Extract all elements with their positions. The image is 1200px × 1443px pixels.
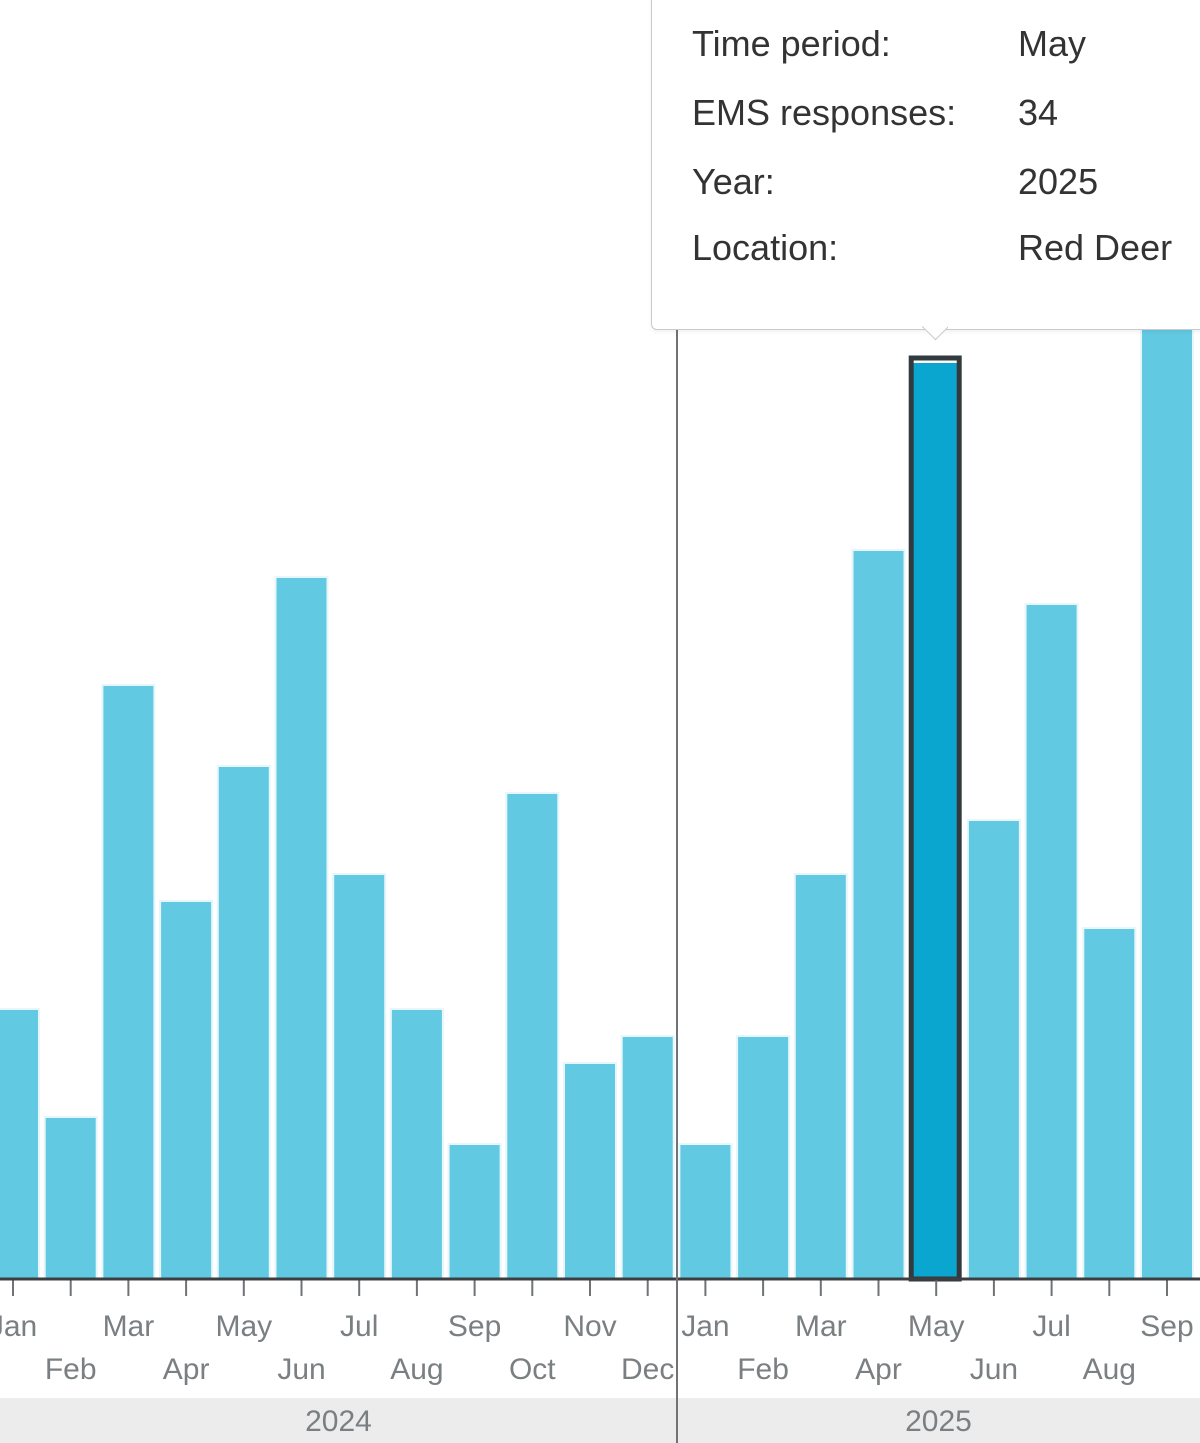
bar-2024-oct	[505, 792, 560, 1280]
bar-2025-jun	[966, 819, 1021, 1280]
x-tick-label: Jun	[277, 1353, 325, 1386]
tooltip-row-ems-responses: EMS responses: 34	[692, 92, 1058, 134]
tooltip-value: Red Deer	[1018, 227, 1173, 268]
x-tick-label: Jul	[340, 1310, 378, 1343]
x-tick-label: Apr	[855, 1353, 902, 1386]
bar-2025-mar	[793, 873, 848, 1280]
bar-2024-feb	[43, 1116, 98, 1280]
bar-2025-jan	[678, 1143, 733, 1280]
x-tick-label: May	[908, 1310, 965, 1343]
bar-2024-may	[216, 765, 271, 1280]
tooltip-label: Location:	[692, 227, 839, 268]
x-tick-label: Mar	[103, 1310, 155, 1343]
x-tick-label: Sep	[448, 1310, 501, 1343]
x-tick-label: Apr	[163, 1353, 210, 1386]
data-tooltip: Time period: May EMS responses: 34 Year: 20…	[651, 0, 1200, 330]
x-tick-label: Oct	[509, 1353, 556, 1386]
x-tick-label: Dec	[621, 1353, 674, 1386]
tooltip-label: Year:	[692, 161, 775, 202]
x-tick-label: Jun	[970, 1353, 1018, 1386]
bar-2024-nov	[563, 1062, 617, 1280]
tooltip-value: 2025	[1018, 161, 1099, 202]
x-tick-label: Nov	[563, 1310, 616, 1343]
year-label-2025: 2025	[905, 1405, 972, 1438]
bar-2025-may	[908, 359, 965, 1281]
tooltip-row-time-period: Time period: May	[692, 23, 1086, 65]
tooltip-row-year: Year: 2025	[692, 161, 1098, 203]
x-tick-label: Sep	[1140, 1310, 1193, 1343]
x-tick-label: Aug	[390, 1353, 443, 1386]
x-tick-label: Jan	[0, 1310, 37, 1343]
bar-2025-sep	[1140, 306, 1194, 1280]
tooltip-value: 34	[1018, 92, 1059, 133]
bar-2025-feb	[736, 1035, 791, 1280]
bar-2024-aug	[389, 1008, 444, 1280]
bar-2025-jul	[1024, 603, 1079, 1280]
tooltip-pointer	[922, 326, 948, 352]
tooltip-value: May	[1018, 23, 1087, 64]
bar-2024-jan	[0, 1008, 40, 1280]
bar-2024-dec	[620, 1035, 675, 1280]
bar-2025-apr	[851, 549, 906, 1280]
year-label-2024: 2024	[305, 1405, 372, 1438]
x-tick-label: Jul	[1032, 1310, 1070, 1343]
bar-2024-sep	[447, 1143, 502, 1280]
x-tick-label: Feb	[45, 1353, 97, 1386]
x-tick-label: Feb	[737, 1353, 789, 1386]
x-tick-label: Jan	[681, 1310, 729, 1343]
bar-2024-jul	[332, 873, 387, 1280]
bar-2025-aug	[1082, 927, 1137, 1280]
tooltip-label: Time period:	[692, 23, 891, 64]
bar-2024-mar	[101, 684, 156, 1280]
x-tick-label: May	[215, 1310, 272, 1343]
tooltip-row-location: Location: Red Deer	[692, 227, 1172, 269]
year-band	[0, 1398, 1200, 1443]
x-tick-label: Mar	[795, 1310, 847, 1343]
bar-2024-apr	[159, 900, 214, 1280]
tooltip-label: EMS responses:	[692, 92, 957, 133]
bar-2024-jun	[274, 576, 329, 1280]
x-tick-label: Aug	[1083, 1353, 1136, 1386]
